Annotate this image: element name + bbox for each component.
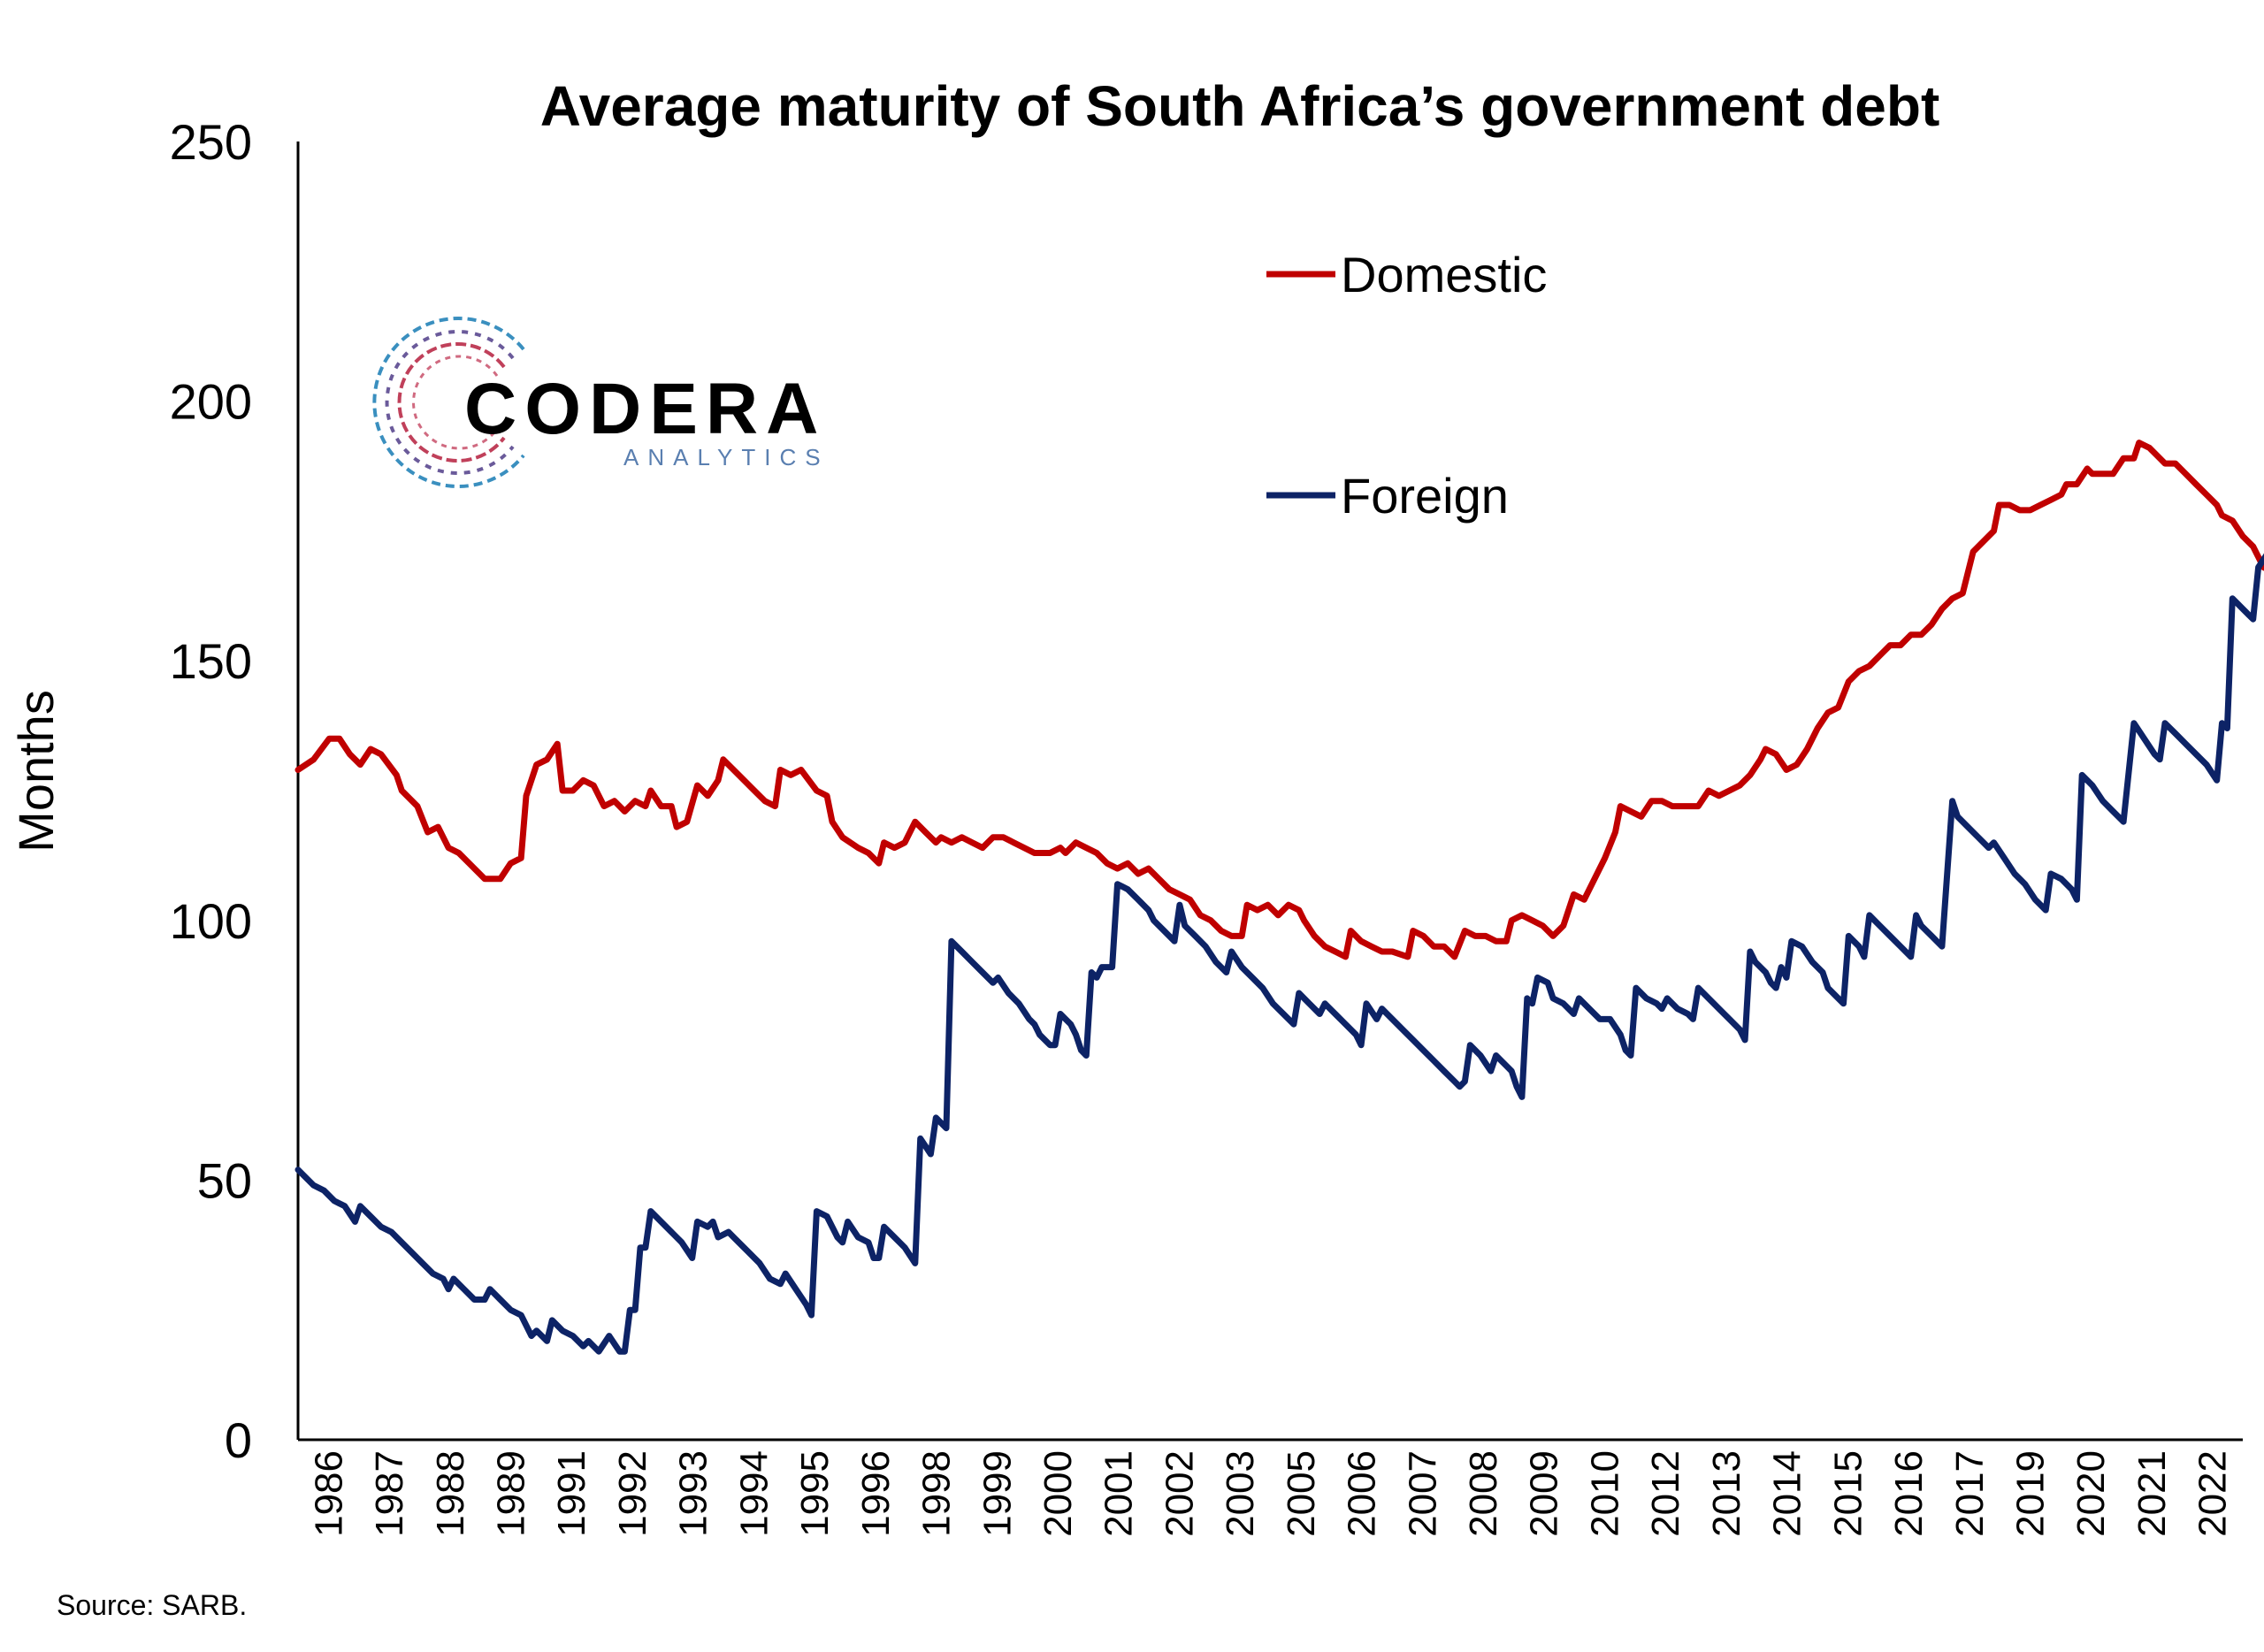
x-tick-label: 1992 <box>611 1450 654 1537</box>
codera-logo: CODERA ANALYTICS <box>372 317 830 488</box>
x-tick-label: 1987 <box>368 1450 411 1537</box>
x-tick-label: 2015 <box>1826 1450 1870 1537</box>
y-tick-label: 200 <box>170 374 252 430</box>
x-tick-label: 1991 <box>550 1450 593 1537</box>
legend-label-domestic: Domestic <box>1341 247 1547 302</box>
x-tick-label: 2010 <box>1583 1450 1626 1537</box>
x-tick-label: 2008 <box>1462 1450 1505 1537</box>
series-line-domestic <box>294 440 2264 960</box>
x-tick-label: 2020 <box>2069 1450 2113 1537</box>
x-tick-label: 1999 <box>975 1450 1019 1537</box>
x-tick-label: 2002 <box>1158 1450 1201 1537</box>
x-tick-label: 2001 <box>1098 1450 1141 1537</box>
x-tick-label: 1993 <box>672 1450 715 1537</box>
x-tick-label: 2013 <box>1705 1450 1748 1537</box>
chart-title: Average maturity of South Africa’s gover… <box>540 74 1940 138</box>
y-axis: 0 50 100 150 200 250 <box>170 114 300 1468</box>
y-tick-label: 150 <box>170 633 252 689</box>
x-tick-label: 1986 <box>307 1450 350 1537</box>
source-note: Source: SARB. <box>57 1589 247 1621</box>
logo-subtitle: ANALYTICS <box>623 444 830 470</box>
x-tick-label: 2012 <box>1644 1450 1687 1537</box>
legend: Domestic Foreign <box>1266 247 1547 524</box>
x-tick-label: 2000 <box>1036 1450 1080 1537</box>
x-tick-label: 2009 <box>1523 1450 1566 1537</box>
x-tick-label: 2014 <box>1766 1450 1809 1537</box>
x-tick-label: 1994 <box>732 1450 776 1537</box>
x-tick-label: 1989 <box>490 1450 533 1537</box>
x-tick-label: 2006 <box>1341 1450 1384 1537</box>
x-tick-label: 2005 <box>1280 1450 1323 1537</box>
x-tick-label: 2022 <box>2191 1450 2235 1537</box>
x-tick-label: 1995 <box>793 1450 837 1537</box>
x-tick-label: 1988 <box>429 1450 472 1537</box>
y-tick-label: 50 <box>197 1152 252 1208</box>
x-tick-label: 1998 <box>915 1450 959 1537</box>
codera-logo-mark <box>372 317 525 488</box>
x-tick-label: 2019 <box>2008 1450 2052 1537</box>
legend-label-foreign: Foreign <box>1341 468 1509 524</box>
x-tick-label: 2007 <box>1401 1450 1444 1537</box>
y-tick-label: 100 <box>170 893 252 949</box>
x-tick-label: 2017 <box>1948 1450 1992 1537</box>
logo-wordmark: CODERA <box>464 369 826 449</box>
x-tick-label: 2021 <box>2130 1450 2174 1537</box>
y-axis-title: Months <box>8 690 64 853</box>
y-tick-label: 250 <box>170 114 252 170</box>
x-tick-label: 1996 <box>854 1450 898 1537</box>
series-layer <box>294 440 2264 1355</box>
y-tick-label: 0 <box>225 1412 252 1468</box>
x-tick-label: 2003 <box>1219 1450 1262 1537</box>
x-tick-label: 2016 <box>1887 1450 1931 1537</box>
series-line-foreign <box>294 553 2264 1355</box>
x-axis: 1986 1987 1988 1989 1991 1992 1993 1994 1995 1996… <box>298 1438 2243 1537</box>
